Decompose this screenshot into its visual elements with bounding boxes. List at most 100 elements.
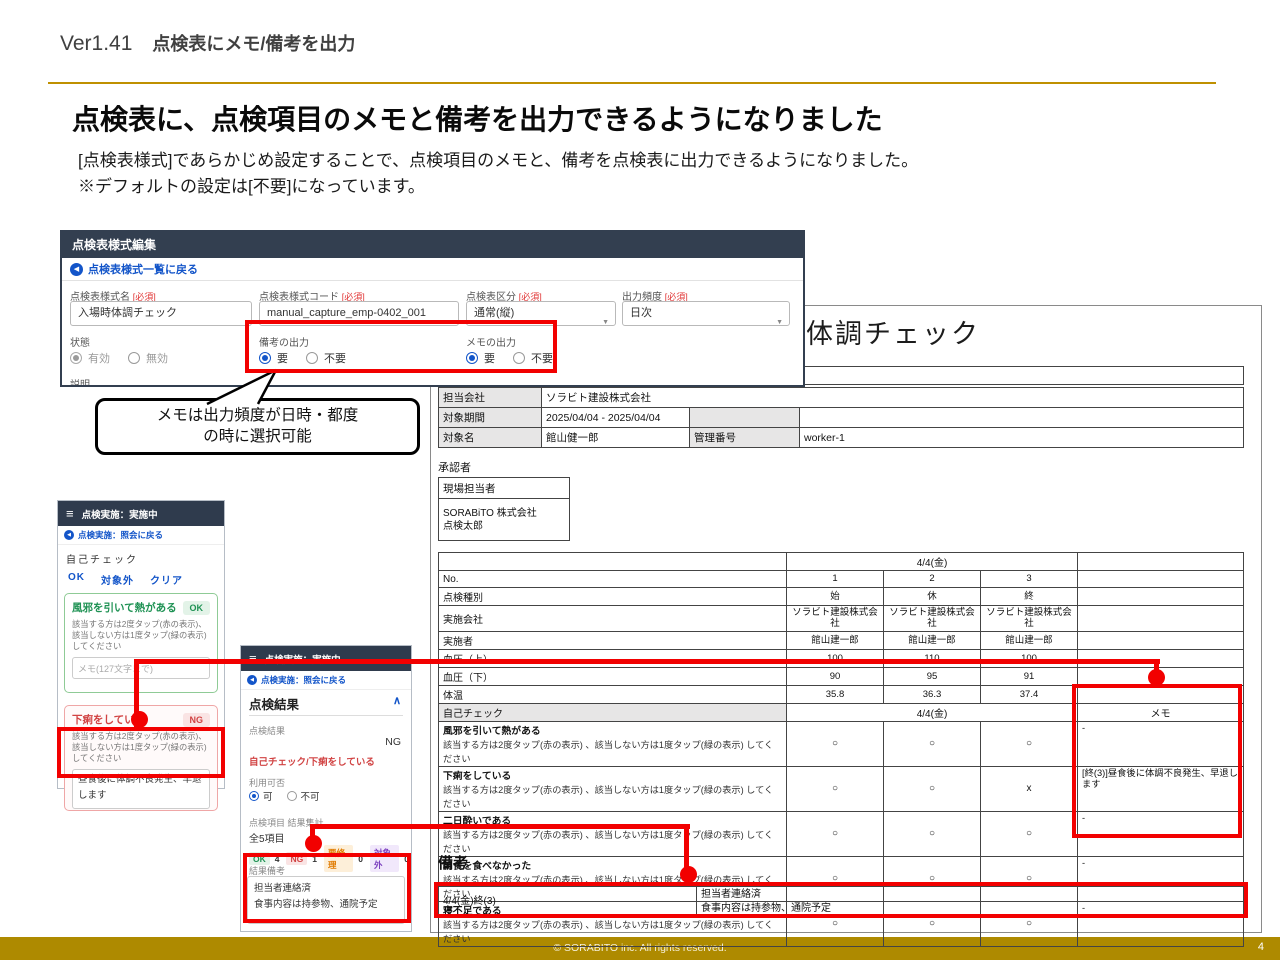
table-row: 自己チェック 4/4(金) メモ (438, 702, 1244, 722)
remarks-line-2: 食事内容は持参物、通院予定 (254, 898, 378, 910)
mobile-selfcheck-screen: ≡ 点検実施：実施中 ◀ 点検実施：照会に戻る 自己チェック OK 対象外 クリ… (57, 500, 225, 811)
section-heading: 自己チェック (66, 555, 138, 566)
grid-cell: 90 (786, 666, 884, 686)
check-card-ok[interactable]: 風邪を引いて熱がある OK 該当する方は2度タップ(赤の表示)、該当しない方は1… (64, 593, 218, 693)
description-line-2: ※デフォルトの設定は[不要]になっています。 (78, 177, 425, 197)
info-period-label: 対象期間 (438, 407, 542, 428)
callout-bubble: メモは出力頻度が日時・都度 の時に選択可能 (95, 398, 420, 455)
grid-row-label: 血圧（下） (438, 666, 787, 686)
info-company-label: 担当会社 (438, 387, 542, 408)
radio-available[interactable] (249, 791, 259, 801)
grid-cell: 2 (883, 570, 981, 588)
memo-column-header: メモ (1077, 702, 1244, 722)
result-remarks-input[interactable]: 担当者連絡済 食事内容は持参物、通院予定 (247, 876, 405, 924)
check-result-cell: ○ (883, 720, 981, 767)
mobile-back-link[interactable]: ◀ 点検実施：照会に戻る (241, 671, 411, 690)
table-row: 血圧（上） 100 110 100 (438, 648, 1244, 668)
report-title: 体調チェック (806, 319, 980, 349)
output-frequency-select[interactable]: 日次 ▼ (622, 301, 790, 326)
info-mgmt-value: worker-1 (799, 427, 1244, 448)
radio-unavailable[interactable] (286, 791, 297, 801)
description-label: 説明 (70, 380, 90, 387)
check-item-instruction: 該当する方は2度タップ(赤の表示) 、該当しない方は1度タップ(緑の表示) して… (443, 739, 774, 764)
grid-cell: 始 (786, 587, 884, 606)
check-result-cell: ○ (786, 765, 884, 812)
menu-icon[interactable]: ≡ (249, 651, 257, 666)
action-clear[interactable]: クリア (150, 576, 183, 587)
action-ok[interactable]: OK (68, 572, 85, 583)
grid-cell: 36.3 (883, 684, 981, 704)
approver-role: 現場担当者 (438, 477, 570, 499)
radio-required[interactable] (466, 352, 478, 364)
form-editor-title: 点検表様式編集 (62, 232, 803, 258)
table-row: 対象期間 2025/04/04 - 2025/04/04 (438, 407, 1244, 428)
check-result-cell: ○ (883, 765, 981, 812)
style-type-label: 点検表区分 [必須] (466, 292, 542, 303)
check-card-ng[interactable]: 下痢をしている NG 該当する方は2度タップ(赤の表示)、該当しない方は1度タッ… (64, 705, 218, 811)
back-icon: ◀ (247, 675, 257, 685)
mobile-app-header: ≡ 点検実施：実施中 (241, 646, 411, 671)
check-item-cell: 風邪を引いて熱がある 該当する方は2度タップ(赤の表示) 、該当しない方は1度タ… (438, 720, 787, 767)
radio-disabled[interactable] (128, 352, 140, 364)
mobile-back-link[interactable]: ◀ 点検実施：照会に戻る (58, 526, 224, 545)
callout-line-1: メモは出力頻度が日時・都度 (156, 407, 359, 425)
back-to-list-link[interactable]: ◀ 点検表様式一覧に戻る (62, 258, 803, 281)
table-row: 体温 35.8 36.3 37.4 (438, 684, 1244, 704)
grid-cell: 館山建一郎 (980, 630, 1078, 650)
slide-header: Ver1.41 点検表にメモ/備考を出力 (60, 30, 355, 56)
grid-cell: 館山建一郎 (883, 630, 981, 650)
check-result-cell: ○ (980, 810, 1078, 857)
check-result-cell: ○ (786, 810, 884, 857)
radio-not-required[interactable] (306, 352, 318, 364)
report-info-table: 担当会社 ソラビト建設株式会社 対象期間 2025/04/04 - 2025/0… (438, 387, 1244, 448)
table-row: 実施会社 ソラビト建設株式会社 ソラビト建設株式会社 ソラビト建設株式会社 (438, 605, 1244, 632)
remarks-text-cell: 担当者連絡済 食事内容は持参物、通院予定 (696, 886, 1244, 917)
table-row: 4/4(金)終(3) 担当者連絡済 食事内容は持参物、通院予定 (438, 886, 1244, 917)
slide-header-title: 点検表にメモ/備考を出力 (152, 34, 356, 54)
action-exempt[interactable]: 対象外 (101, 576, 134, 587)
result-value: NG (385, 736, 401, 748)
table-row: 実施者 館山建一郎 館山建一郎 館山建一郎 (438, 630, 1244, 650)
mobile-result-screen: ≡ 点検実施：実施中 ◀ 点検実施：照会に戻る 点検結果 ∧ 点検結果 NG 自… (240, 645, 412, 932)
grid-cell: 1 (786, 570, 884, 588)
check-item-title: 朝食を食べなかった (443, 860, 532, 872)
remarks-output-radio-group: 要 不要 (259, 350, 346, 366)
memo-input[interactable]: メモ(127文字まで) (72, 656, 210, 679)
ng-item-link[interactable]: 自己チェック/下痢をしている (249, 757, 375, 768)
check-result-cell: ○ (786, 720, 884, 767)
form-style-editor-panel: 点検表様式編集 ◀ 点検表様式一覧に戻る 点検表様式名 [必須] 入場時体調チェ… (60, 230, 805, 387)
radio-enabled[interactable] (70, 352, 82, 364)
style-name-input[interactable]: 入場時体調チェック (70, 301, 252, 326)
description-line-1: [点検表様式]であらかじめ設定することで、点検項目のメモと、備考を点検表に出力で… (78, 151, 919, 170)
menu-icon[interactable]: ≡ (66, 506, 74, 521)
self-check-date: 4/4(金) (786, 702, 1078, 722)
radio-not-required[interactable] (513, 352, 525, 364)
chevron-up-icon[interactable]: ∧ (392, 695, 401, 707)
style-code-input[interactable]: manual_capture_emp-0402_001 (259, 301, 459, 326)
approver-name-cell: SORABiTO 株式会社 点検太郎 (438, 498, 570, 541)
style-type-select[interactable]: 通常(縦) ▼ (466, 301, 616, 326)
memo-input-filled[interactable]: 昼食後に体調不良発生、早退します (72, 768, 210, 809)
ng-count-badge: NG (286, 852, 308, 865)
gold-divider (48, 82, 1216, 84)
total-items: 全5項目 (249, 834, 285, 845)
radio-required[interactable] (259, 352, 271, 364)
back-link-label: 点検表様式一覧に戻る (88, 264, 198, 276)
grid-cell: ソラビト建設株式会社 (980, 605, 1078, 632)
exempt-count-badge: 対象外 (369, 845, 400, 872)
approver-stamp-box: 現場担当者 SORABiTO 株式会社 点検太郎 (438, 477, 570, 541)
grid-row-label: 実施会社 (438, 605, 787, 632)
remarks-line-1: 担当者連絡済 (701, 889, 761, 900)
grid-cell: 終 (980, 587, 1078, 606)
result-remarks-label: 結果備考 (249, 866, 286, 876)
result-section-header[interactable]: 点検結果 ∧ (249, 694, 403, 716)
memo-output-label: メモの出力 (466, 338, 516, 349)
page-description: [点検表様式]であらかじめ設定することで、点検項目のメモと、備考を点検表に出力で… (78, 148, 1198, 201)
grid-cell: 95 (883, 666, 981, 686)
remarks-line-1: 担当者連絡済 (254, 883, 312, 894)
grid-row-label: 体温 (438, 684, 787, 704)
mobile-header-title: 点検実施：実施中 (81, 509, 158, 521)
check-item-title: 下痢をしている (443, 770, 512, 782)
check-item-title: 下痢をしている (72, 714, 146, 726)
check-item-title: 二日酔いである (443, 815, 512, 827)
